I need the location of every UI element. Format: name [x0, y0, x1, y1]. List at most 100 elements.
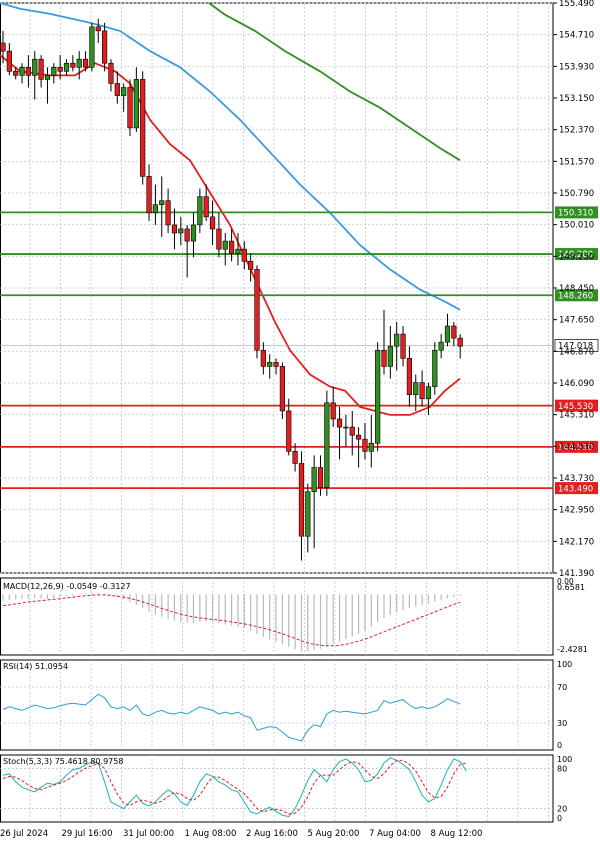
candle-body — [324, 402, 330, 489]
candle-body — [152, 204, 159, 214]
rsi-tick-label: 70 — [557, 683, 567, 692]
rsi-tick-label: 30 — [557, 719, 567, 728]
price-tick-label: 146.870 — [559, 347, 594, 357]
price-tick-label: 153.930 — [559, 62, 594, 72]
candle-body — [89, 26, 95, 68]
level-label: 150.310 — [558, 209, 593, 219]
candle-body — [209, 216, 216, 230]
price-tick-label: 142.170 — [559, 537, 594, 547]
candle-body — [457, 337, 463, 347]
candle-body — [114, 83, 120, 96]
price-tick-label: 144.530 — [559, 442, 594, 452]
price-tick-label: 151.570 — [559, 157, 594, 167]
candle-body — [419, 382, 425, 400]
candle-body — [343, 426, 349, 429]
panel-frame — [0, 659, 554, 751]
candle-body — [127, 87, 133, 129]
price-tick-label: 155.490 — [559, 0, 594, 9]
panel-frame — [0, 577, 554, 656]
candle-body — [336, 418, 343, 428]
moving-average-line — [0, 2, 461, 311]
candle-body — [197, 196, 203, 226]
candle-body — [229, 240, 235, 254]
candle-body — [260, 349, 266, 367]
price-tick-label: 147.650 — [559, 316, 594, 326]
candle-body — [171, 224, 178, 234]
indicators-layer — [2, 592, 467, 818]
candle-body — [108, 62, 114, 84]
level-label: 149.280 — [558, 250, 593, 260]
candle-body — [32, 58, 38, 76]
candle-body — [102, 30, 108, 64]
candle-body — [451, 325, 457, 339]
candle-body — [121, 87, 127, 96]
candle-body — [406, 358, 413, 396]
candle-body — [425, 386, 432, 400]
axis-layer: 155.490 154.710 153.930 153.150 152.370 151.5… — [0, 0, 594, 839]
stoch-legend: Stoch(5,3,3) 75.4618 80.9758 — [3, 757, 123, 766]
candle-body — [254, 269, 260, 351]
price-tick-label: 146.090 — [559, 379, 594, 389]
time-label: 2 Aug 16:00 — [246, 829, 298, 839]
time-label: 7 Aug 04:00 — [369, 829, 421, 839]
candle-body — [216, 228, 222, 250]
candle-body — [438, 341, 444, 351]
candle-body — [76, 58, 82, 68]
candle-body — [248, 261, 254, 270]
candle-body — [13, 71, 19, 76]
candle-body — [375, 349, 381, 444]
level-label: 143.490 — [558, 484, 593, 494]
rsi-legend: RSI(14) 51.0954 — [3, 662, 68, 671]
current-price-box — [554, 339, 599, 352]
candle-body — [0, 42, 6, 52]
price-tick-label: 145.310 — [559, 411, 594, 421]
price-tick-label: 142.950 — [559, 506, 594, 516]
grid-layer — [0, 2, 554, 823]
time-label: 31 Jul 00:00 — [123, 829, 174, 839]
price-tick-label: 150.790 — [559, 189, 594, 199]
candle-body — [70, 62, 76, 68]
level-label-box — [555, 440, 598, 453]
level-label-box — [555, 206, 598, 219]
price-tick-label: 143.730 — [559, 474, 594, 484]
level-label: 144.510 — [558, 443, 593, 453]
time-label: 5 Aug 20:00 — [308, 829, 360, 839]
candle-body — [6, 50, 12, 72]
candle-body — [330, 402, 336, 420]
price-tick-label: 148.450 — [559, 284, 594, 294]
candle-body — [235, 248, 241, 254]
macd-tick-label: -2.4281 — [557, 645, 588, 654]
candle-body — [311, 467, 317, 493]
candle-body — [349, 426, 355, 436]
time-label: 1 Aug 08:00 — [185, 829, 237, 839]
price-tick-label: 153.150 — [559, 94, 594, 104]
candle-body — [286, 410, 292, 452]
price-tick-label: 150.010 — [559, 221, 594, 231]
stoch-tick-label: 100 — [557, 755, 572, 764]
stoch-tick-label: 0 — [557, 814, 562, 823]
time-label: 26 Jul 2024 — [0, 829, 48, 839]
candle-body — [165, 200, 171, 226]
price-tick-label: 141.390 — [559, 569, 594, 579]
candle-body — [57, 66, 63, 72]
candle-body — [444, 325, 451, 343]
candle-body — [133, 79, 139, 129]
rsi-line — [2, 693, 461, 742]
candle-body — [44, 75, 51, 80]
stoch-d-line — [2, 759, 467, 815]
candle-body — [279, 366, 286, 412]
rsi-tick-label: 100 — [557, 660, 572, 669]
candle-body — [63, 62, 70, 72]
candle-body — [51, 66, 57, 76]
time-label: 8 Aug 12:00 — [431, 829, 483, 839]
candle-body — [267, 362, 273, 367]
price-tick-label: 154.710 — [559, 31, 594, 41]
moving-average-line — [0, 54, 461, 416]
candle-body — [241, 248, 247, 262]
candle-body — [25, 66, 32, 76]
candle-body — [273, 362, 279, 367]
macd-signal-line — [2, 594, 461, 647]
level-label-box — [555, 399, 598, 412]
